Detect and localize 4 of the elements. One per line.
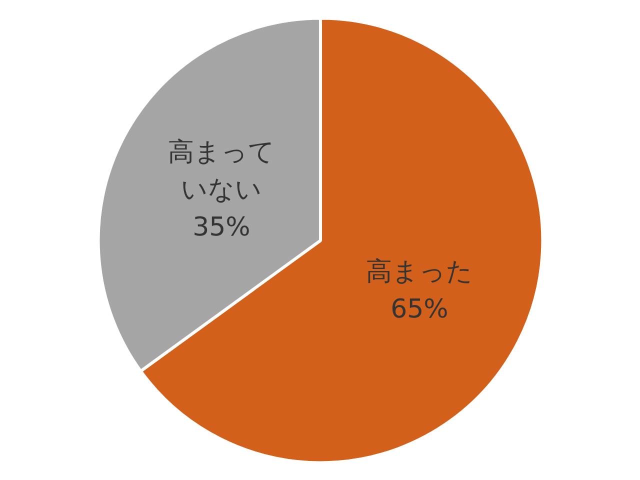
slice-label: 高まっていない: [168, 138, 275, 206]
data-label: 35%: [192, 212, 250, 243]
data-label: 65%: [390, 294, 448, 325]
slice-label: 高まった: [366, 257, 473, 288]
